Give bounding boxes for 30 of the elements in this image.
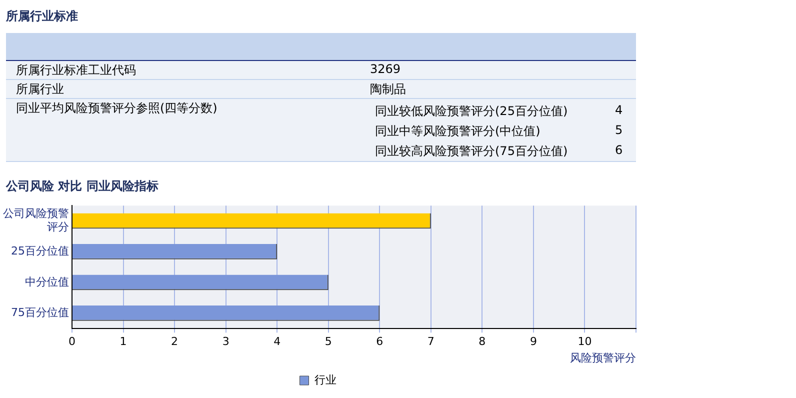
text: 所属行业标准 <box>6 8 78 25</box>
x-tick-label: 3 <box>222 335 230 348</box>
text: 同业平均风险预警评分参照(四等分数) <box>16 100 218 117</box>
x-tick-label: 8 <box>478 335 486 348</box>
chart-title: 公司风险 对比 同业风险指标 <box>6 178 158 195</box>
x-tick-label: 9 <box>530 335 537 348</box>
x-tick-label: 0 <box>68 335 76 348</box>
y-tick-label: 25百分位值 <box>11 244 69 258</box>
text: 3269 <box>370 62 401 76</box>
text: 5 <box>615 123 623 137</box>
x-tick-label: 4 <box>274 335 281 348</box>
text: 所属行业 <box>16 81 64 98</box>
text: 陶制品 <box>370 81 406 98</box>
x-tick-label: 6 <box>376 335 384 348</box>
x-tick-label: 2 <box>171 335 178 348</box>
x-tick-label: 5 <box>324 335 332 348</box>
y-tick-label: 公司风险预警评分 <box>3 207 69 234</box>
y-tick-label: 75百分位值 <box>11 306 69 320</box>
text: 同业较高风险预警评分(75百分位值) <box>375 143 568 160</box>
text: 6 <box>615 143 623 157</box>
text: 所属行业标准工业代码 <box>16 62 136 79</box>
y-tick-label: 中分位值 <box>25 275 69 288</box>
x-axis-title: 风险预警评分 <box>570 351 636 364</box>
x-tick-label: 10 <box>578 335 592 348</box>
text: 同业中等风险预警评分(中位值) <box>375 123 540 140</box>
x-tick-label: 1 <box>120 335 127 348</box>
text: 4 <box>615 103 623 117</box>
legend-label: 行业 <box>314 373 336 386</box>
text: 同业较低风险预警评分(25百分位值) <box>375 103 568 120</box>
x-tick-label: 7 <box>427 335 434 348</box>
